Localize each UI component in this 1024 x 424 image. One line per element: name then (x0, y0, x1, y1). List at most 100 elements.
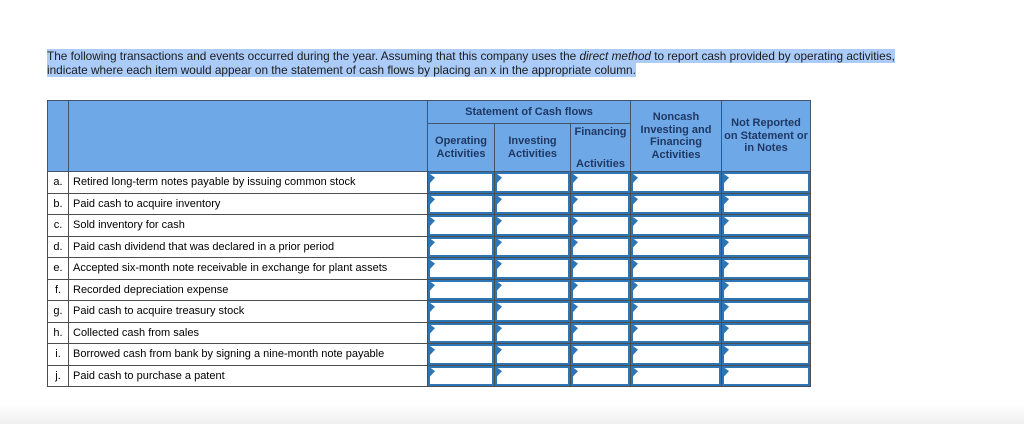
answer-cell-not-reported[interactable] (721, 300, 811, 323)
answer-cell-investing[interactable] (494, 171, 571, 194)
dropdown-arrow-icon (633, 174, 638, 183)
row-letter: h. (47, 321, 69, 344)
dropdown-arrow-icon (724, 367, 729, 377)
answer-cell-operating[interactable] (427, 257, 495, 280)
answer-cell-operating[interactable] (427, 171, 495, 194)
answer-cell-investing[interactable] (494, 278, 571, 301)
dropdown-arrow-icon (430, 281, 435, 291)
answer-cell-operating[interactable] (427, 300, 495, 323)
answer-cell-investing[interactable] (494, 343, 571, 366)
dropdown-arrow-icon (724, 174, 729, 183)
row-description: Borrowed cash from bank by signing a nin… (68, 343, 428, 366)
dropdown-arrow-icon (573, 195, 578, 205)
answer-cell-investing[interactable] (494, 235, 571, 258)
answer-cell-investing[interactable] (494, 364, 571, 387)
text-segment-italic: direct method (579, 49, 651, 63)
answer-cell-financing[interactable] (570, 257, 631, 280)
dropdown-arrow-icon (497, 367, 502, 377)
answer-cell-noncash[interactable] (630, 321, 722, 344)
dropdown-arrow-icon (573, 260, 578, 269)
dropdown-arrow-icon (724, 303, 729, 312)
row-letter: j. (47, 364, 69, 387)
row-letter: c. (47, 214, 69, 237)
answer-cell-investing[interactable] (494, 300, 571, 323)
text-segment: indicate where each item would appear on… (47, 62, 636, 77)
table-row-e: e. Accepted six-month note receivable in… (47, 257, 811, 280)
dropdown-arrow-icon (430, 324, 435, 334)
answer-cell-not-reported[interactable] (721, 235, 811, 258)
answer-cell-operating[interactable] (427, 278, 495, 301)
answer-cell-financing[interactable] (570, 171, 631, 194)
dropdown-arrow-icon (430, 195, 435, 205)
header-financing-line2: Activities (576, 157, 625, 170)
instructions-line-2: indicate where each item would appear on… (47, 62, 997, 78)
answer-cell-investing[interactable] (494, 192, 571, 215)
answer-cell-financing[interactable] (570, 214, 631, 237)
answer-cell-not-reported[interactable] (721, 278, 811, 301)
answer-cell-noncash[interactable] (630, 171, 722, 194)
dropdown-arrow-icon (724, 346, 729, 355)
answer-cell-noncash[interactable] (630, 257, 722, 280)
table-row-f: f. Recorded depreciation expense (47, 278, 811, 301)
answer-cell-noncash[interactable] (630, 364, 722, 387)
answer-cell-not-reported[interactable] (721, 171, 811, 194)
table-row-i: i. Borrowed cash from bank by signing a … (47, 343, 811, 366)
answer-cell-not-reported[interactable] (721, 321, 811, 344)
cash-flow-classification-table: Statement of Cash flows Noncash Investin… (47, 100, 811, 387)
header-noncash-investing-financing: Noncash Investing and Financing Activiti… (630, 100, 722, 172)
answer-cell-operating[interactable] (427, 364, 495, 387)
answer-cell-not-reported[interactable] (721, 257, 811, 280)
answer-cell-not-reported[interactable] (721, 192, 811, 215)
dropdown-arrow-icon (724, 281, 729, 291)
dropdown-arrow-icon (573, 281, 578, 291)
answer-cell-operating[interactable] (427, 214, 495, 237)
answer-cell-noncash[interactable] (630, 300, 722, 323)
row-description: Paid cash dividend that was declared in … (68, 235, 428, 258)
answer-cell-operating[interactable] (427, 235, 495, 258)
header-letter-column (47, 100, 69, 172)
instructions-text: The following transactions and events oc… (47, 49, 997, 78)
table-row-b: b. Paid cash to acquire inventory (47, 192, 811, 215)
answer-cell-noncash[interactable] (630, 192, 722, 215)
answer-cell-not-reported[interactable] (721, 364, 811, 387)
header-financing-line1: Financing (574, 126, 627, 138)
dropdown-arrow-icon (573, 238, 578, 248)
table-row-j: j. Paid cash to purchase a patent (47, 364, 811, 387)
answer-cell-noncash[interactable] (630, 343, 722, 366)
answer-cell-financing[interactable] (570, 364, 631, 387)
answer-cell-noncash[interactable] (630, 214, 722, 237)
header-investing-activities: Investing Activities (494, 123, 571, 172)
text-segment: The following transactions and events oc… (47, 49, 580, 63)
answer-cell-noncash[interactable] (630, 278, 722, 301)
dropdown-arrow-icon (430, 260, 435, 269)
header-statement-of-cash-flows: Statement of Cash flows (427, 100, 631, 124)
dropdown-arrow-icon (633, 303, 638, 312)
dropdown-arrow-icon (573, 324, 578, 334)
instructions-line-1: The following transactions and events oc… (47, 49, 997, 64)
answer-cell-investing[interactable] (494, 257, 571, 280)
dropdown-arrow-icon (497, 303, 502, 312)
answer-cell-financing[interactable] (570, 278, 631, 301)
answer-cell-not-reported[interactable] (721, 343, 811, 366)
answer-cell-not-reported[interactable] (721, 214, 811, 237)
dropdown-arrow-icon (633, 346, 638, 355)
row-description: Recorded depreciation expense (68, 278, 428, 301)
dropdown-arrow-icon (430, 346, 435, 355)
answer-cell-operating[interactable] (427, 343, 495, 366)
answer-cell-financing[interactable] (570, 300, 631, 323)
answer-cell-financing[interactable] (570, 343, 631, 366)
answer-cell-financing[interactable] (570, 321, 631, 344)
answer-cell-operating[interactable] (427, 321, 495, 344)
answer-cell-investing[interactable] (494, 321, 571, 344)
answer-cell-investing[interactable] (494, 214, 571, 237)
row-letter: b. (47, 192, 69, 215)
answer-cell-operating[interactable] (427, 192, 495, 215)
dropdown-arrow-icon (430, 217, 435, 226)
dropdown-arrow-icon (497, 260, 502, 269)
header-financing-activities: Financing Activities (570, 123, 631, 172)
answer-cell-financing[interactable] (570, 192, 631, 215)
answer-cell-noncash[interactable] (630, 235, 722, 258)
dropdown-arrow-icon (633, 324, 638, 334)
answer-cell-financing[interactable] (570, 235, 631, 258)
dropdown-arrow-icon (633, 260, 638, 269)
